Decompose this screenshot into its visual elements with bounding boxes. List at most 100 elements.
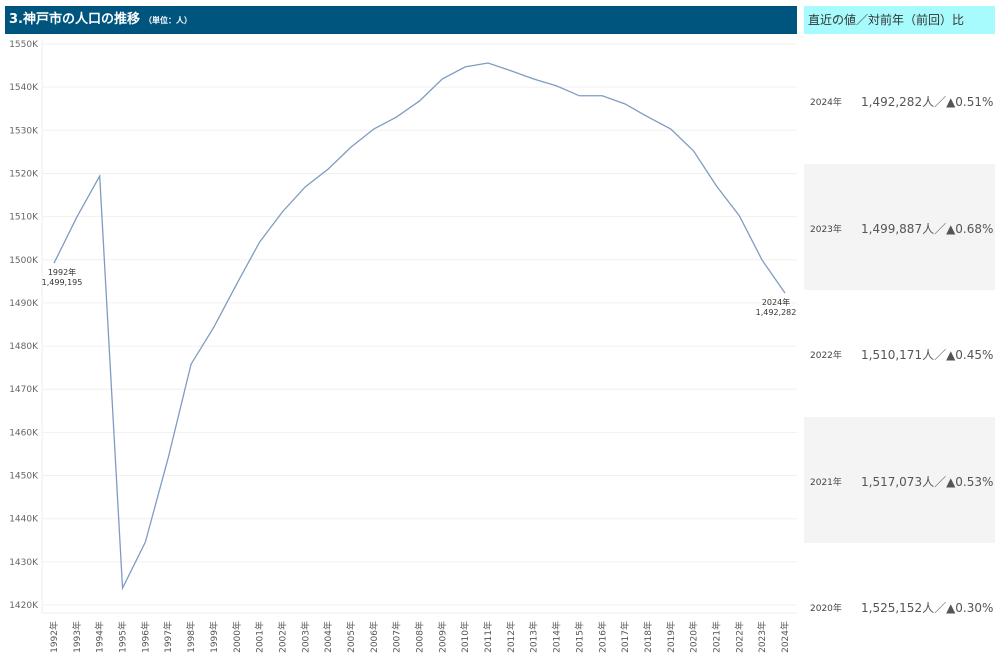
y-tick-label: 1460K [9, 428, 39, 438]
data-point [258, 241, 261, 244]
recent-value-row: 2020年 1,525,152人／▲0.30% [804, 543, 995, 669]
row-value: 1,517,073人／▲0.53% [861, 474, 994, 489]
right-panel-header: 直近の値／対前年（前回）比 [804, 6, 995, 34]
row-value: 1,510,171人／▲0.45% [861, 348, 994, 362]
x-tick-label: 1998年 [185, 621, 197, 653]
data-point [601, 94, 604, 97]
data-point [715, 184, 718, 187]
data-point [327, 168, 330, 171]
x-tick-label: 2021年 [710, 621, 722, 653]
annotation-value: 1,499,195 [42, 278, 83, 287]
data-point [555, 84, 558, 87]
x-tick-label: 2010年 [459, 621, 471, 653]
title-unit: （単位：人） [143, 16, 192, 25]
population-line [53, 62, 786, 591]
y-tick-label: 1450K [9, 472, 39, 482]
y-tick-label: 1470K [9, 385, 39, 395]
data-point [692, 150, 695, 153]
x-tick-label: 1996年 [139, 621, 151, 653]
x-tick-label: 2015年 [573, 621, 585, 653]
data-point [509, 69, 512, 72]
x-tick-label: 1999年 [208, 621, 220, 653]
x-tick-label: 2016年 [596, 621, 608, 653]
data-point [418, 99, 421, 102]
y-tick-label: 1520K [9, 169, 39, 179]
x-tick-label: 2018年 [642, 621, 654, 653]
x-tick-label: 2014年 [551, 621, 563, 653]
x-tick-label: 2022年 [733, 621, 745, 653]
recent-value-row: 2022年 1,510,171人／▲0.45% [804, 290, 995, 416]
y-tick-label: 1530K [9, 126, 39, 136]
y-tick-label: 1440K [9, 515, 39, 525]
x-tick-label: 2017年 [619, 621, 631, 653]
data-point [235, 282, 238, 285]
data-point [144, 540, 147, 543]
x-tick-label: 1992年 [48, 621, 60, 653]
chart-title: 3.神戸市の人口の推移 （単位：人） [5, 6, 797, 34]
x-tick-label: 2023年 [756, 621, 768, 653]
recent-value-row: 2023年 1,499,887人／▲0.68% [804, 163, 995, 290]
row-year: 2024年 [810, 98, 842, 108]
x-tick-label: 2007年 [391, 621, 403, 653]
x-tick-label: 2020年 [688, 621, 700, 653]
y-tick-label: 1540K [9, 83, 39, 93]
data-point [761, 259, 764, 262]
y-tick-label: 1490K [9, 299, 39, 309]
data-point [75, 216, 78, 219]
row-year: 2022年 [810, 351, 842, 361]
data-point [669, 128, 672, 131]
annotation-value: 1,492,282 [756, 308, 797, 317]
x-tick-label: 2004年 [322, 621, 334, 653]
data-point [190, 363, 193, 366]
x-tick-label: 1993年 [71, 621, 83, 653]
data-point [98, 175, 101, 178]
recent-value-row: 2021年 1,517,073人／▲0.53% [804, 416, 995, 543]
data-point [487, 61, 490, 64]
row-value: 1,499,887人／▲0.68% [861, 221, 994, 236]
recent-value-row: 2024年 1,492,282人／▲0.51% [804, 37, 995, 163]
x-tick-label: 2012年 [505, 621, 517, 653]
x-tick-label: 2009年 [436, 621, 448, 653]
data-point [53, 262, 56, 265]
data-point [167, 456, 170, 459]
title-text: 3.神戸市の人口の推移 [9, 12, 140, 27]
data-point [464, 65, 467, 68]
data-point [578, 94, 581, 97]
y-tick-label: 1550K [9, 40, 39, 50]
x-tick-label: 1994年 [94, 621, 106, 653]
line-chart: 1420K 1430K 1440K 1450K 1460K 1470K 1480K 1490K… [9, 40, 797, 653]
data-point [212, 326, 215, 329]
x-tick-label: 2000年 [231, 621, 243, 653]
data-point [441, 77, 444, 80]
x-tick-label: 2006年 [368, 621, 380, 653]
data-point [532, 77, 535, 80]
row-year: 2023年 [810, 224, 842, 235]
x-tick-label: 2011年 [482, 621, 494, 653]
row-year: 2021年 [810, 477, 842, 488]
x-tick-label: 2013年 [528, 621, 540, 653]
x-tick-label: 2003年 [299, 621, 311, 653]
x-tick-label: 1997年 [162, 621, 174, 653]
y-tick-label: 1430K [9, 558, 39, 568]
data-point [738, 214, 741, 217]
data-point [624, 102, 627, 105]
data-point [784, 291, 787, 294]
row-value: 1,492,282人／▲0.51% [861, 95, 994, 109]
data-point [349, 146, 352, 149]
data-point [121, 587, 124, 590]
x-tick-label: 2019年 [665, 621, 677, 653]
x-tick-label: 2024年 [779, 621, 791, 653]
data-point [281, 210, 284, 213]
y-tick-label: 1500K [9, 256, 39, 266]
x-tick-label: 2002年 [276, 621, 288, 653]
data-point [646, 115, 649, 118]
data-point [372, 128, 375, 131]
y-tick-label: 1420K [9, 601, 39, 611]
y-tick-label: 1480K [9, 342, 39, 352]
x-tick-label: 2005年 [345, 621, 357, 653]
annotation-year: 1992年 [48, 267, 76, 277]
data-point [395, 115, 398, 118]
data-point [304, 185, 307, 188]
annotation-year: 2024年 [762, 297, 790, 307]
row-year: 2020年 [810, 604, 842, 614]
